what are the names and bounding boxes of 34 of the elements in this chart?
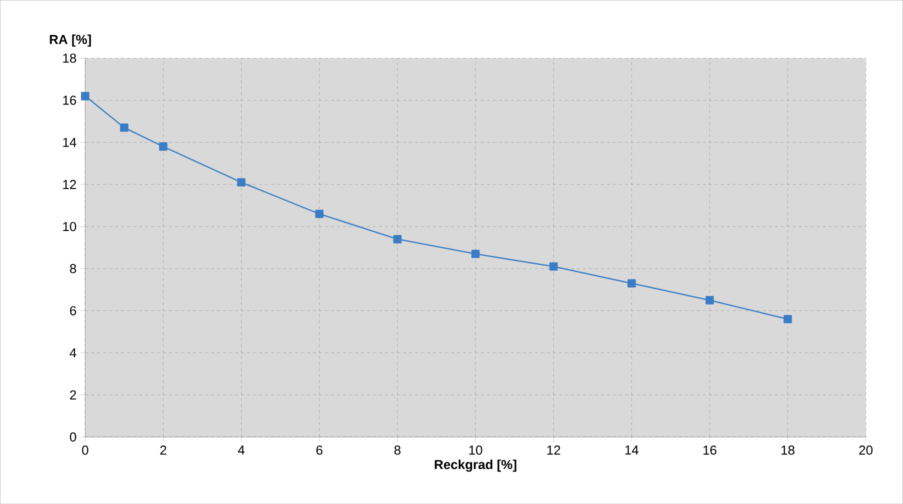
y-tick-label: 6 [70, 306, 76, 316]
x-tick-label: 16 [703, 445, 716, 455]
x-tick-label: 8 [394, 445, 400, 455]
y-tick-label: 2 [70, 390, 76, 400]
y-tick-label: 8 [70, 264, 76, 274]
point [471, 250, 480, 258]
x-tick-label: 14 [625, 445, 638, 454]
y-axis-title: RA [%] [50, 34, 91, 47]
point [120, 123, 128, 132]
y-tick-label: 10 [63, 222, 76, 232]
y-tick-label: 16 [63, 96, 76, 105]
x-tick-label: 4 [238, 445, 245, 454]
x-tick-label: 2 [160, 445, 166, 455]
point [706, 296, 714, 304]
point [81, 92, 90, 100]
point [315, 210, 324, 218]
x-tick-label: 6 [316, 445, 322, 455]
x-tick-label: 18 [782, 445, 794, 455]
point [549, 262, 558, 271]
x-tick-label: 0 [82, 445, 88, 455]
y-tick-label: 18 [63, 53, 76, 63]
point [627, 279, 636, 288]
x-tick-label: 10 [469, 445, 482, 455]
point [159, 142, 168, 151]
point [784, 314, 792, 324]
x-axis-title: Reckgrad [%] [434, 460, 516, 472]
point [393, 234, 402, 244]
x-tick-label: 12 [547, 445, 560, 455]
y-tick-label: 0 [70, 432, 76, 442]
y-tick-label: 4 [70, 348, 76, 358]
y-tick-label: 14 [63, 138, 76, 147]
x-tick-label: 20 [859, 445, 873, 455]
point [237, 178, 246, 186]
y-tick-label: 12 [63, 180, 76, 189]
